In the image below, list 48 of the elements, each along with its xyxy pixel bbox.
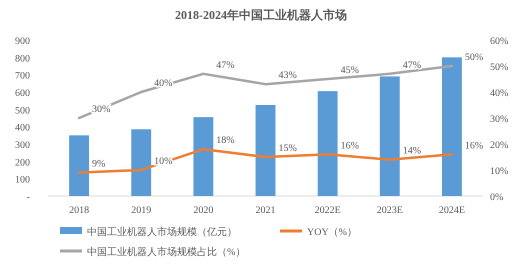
data-label: 43%: [278, 70, 297, 82]
data-label: 16%: [340, 140, 359, 152]
x-tick-label: 2018: [69, 205, 90, 216]
x-tick-label: 2019: [131, 205, 152, 216]
data-label: 14%: [402, 146, 422, 157]
x-tick-label: 2022E: [314, 205, 341, 216]
bar: [318, 91, 338, 196]
y-tick-label: 200: [15, 157, 30, 168]
legend-label: 中国工业机器人市场规模（亿元）: [87, 226, 237, 238]
data-label: 40%: [154, 78, 172, 89]
data-label: 30%: [92, 104, 110, 115]
y-tick-label: 500: [15, 105, 30, 116]
bar: [69, 135, 90, 196]
data-label: 47%: [402, 60, 422, 71]
legend-label: YOY（%）: [307, 227, 357, 238]
y-tick-label: -: [26, 192, 30, 203]
y2-tick-label: 10%: [490, 166, 508, 177]
y2-tick-label: 20%: [490, 140, 508, 151]
y2-tick-label: 0%: [490, 192, 504, 203]
data-label: 15%: [278, 143, 297, 154]
x-tick-label: 2020: [193, 205, 214, 216]
data-label: 45%: [340, 65, 359, 76]
data-label: 16%: [464, 140, 484, 152]
x-tick-label: 2021: [256, 205, 276, 216]
bar: [256, 105, 276, 196]
bar: [380, 76, 400, 196]
chart-title: 2018-2024年中国工业机器人市场: [175, 8, 347, 22]
bar: [193, 117, 214, 196]
data-label: 50%: [464, 52, 484, 63]
bar: [131, 129, 152, 196]
bar: [442, 57, 462, 196]
y-tick-label: 400: [15, 122, 30, 134]
data-label: 47%: [216, 60, 235, 71]
y-tick-label: 800: [15, 53, 30, 64]
y-tick-label: 100: [15, 174, 30, 186]
y2-tick-label: 40%: [490, 88, 508, 99]
x-tick-label: 2023E: [376, 205, 403, 216]
y-tick-label: 700: [15, 70, 30, 82]
data-label: 9%: [92, 158, 106, 170]
y-tick-label: 300: [15, 140, 30, 151]
y2-tick-label: 30%: [490, 114, 508, 125]
data-label: 18%: [216, 135, 235, 146]
y-tick-label: 600: [15, 88, 30, 99]
x-tick-label: 2024E: [438, 205, 465, 216]
y2-tick-label: 60%: [490, 36, 508, 47]
y-tick-label: 900: [15, 36, 30, 47]
legend-label: 中国工业机器人市场规模占比（%）: [87, 246, 246, 258]
y2-tick-label: 50%: [490, 62, 508, 73]
